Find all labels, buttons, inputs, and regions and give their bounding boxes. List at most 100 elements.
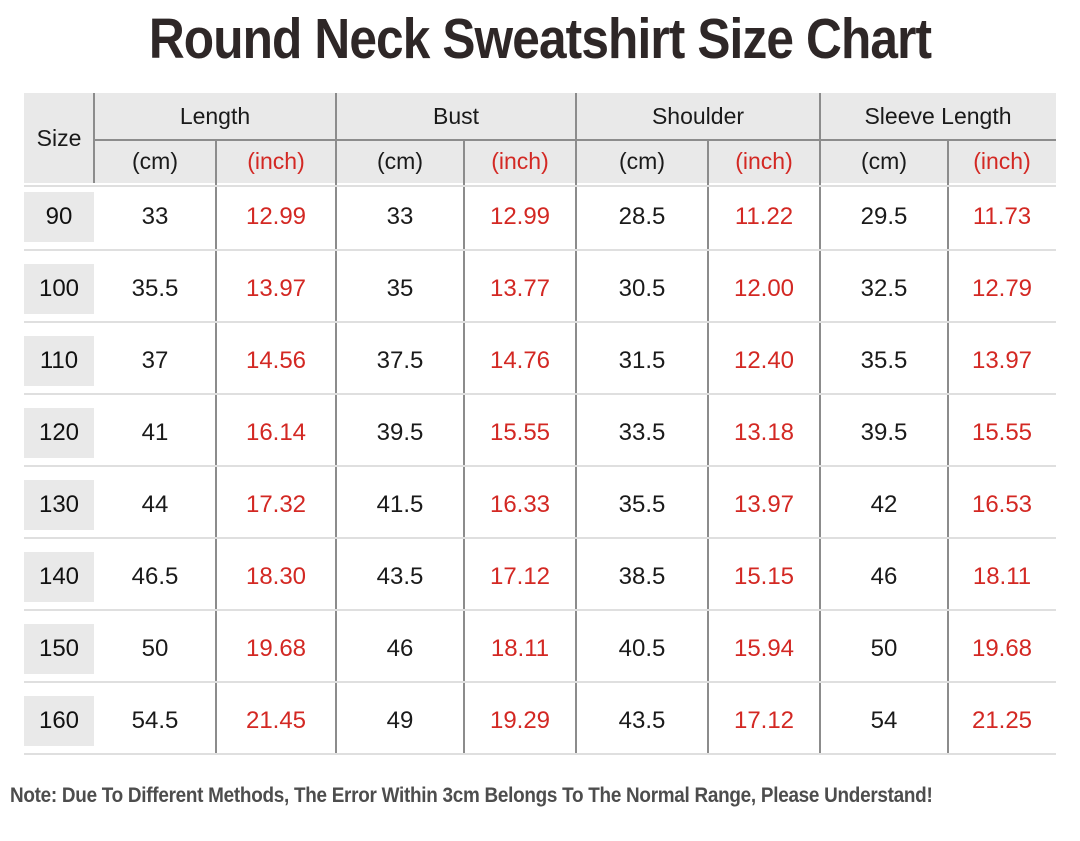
table-row: 90 33 12.99 33 12.99 28.5 11.22 29.5 11.73	[24, 192, 1056, 242]
header-unit-inch: (inch)	[708, 140, 820, 183]
inch-value-cell: 14.56	[245, 347, 307, 374]
inch-value-cell: 18.11	[972, 563, 1032, 590]
cm-value-cell: 35.5	[131, 275, 179, 302]
cm-value-cell: 32.5	[860, 275, 908, 302]
inch-value-cell: 15.55	[971, 419, 1033, 446]
cm-value-cell: 29.5	[860, 203, 908, 230]
cm-value-cell: 50	[870, 635, 898, 662]
table-row: 140 46.5 18.30 43.5 17.12 38.5 15.15 46 18.11	[24, 552, 1056, 602]
size-value-cell: 110	[24, 336, 94, 386]
grid-line-horizontal	[24, 465, 1056, 467]
inch-value-cell: 16.33	[489, 491, 551, 518]
inch-value-cell: 15.94	[733, 635, 795, 662]
cm-value-cell: 44	[141, 491, 169, 518]
inch-value-cell: 16.14	[245, 419, 307, 446]
grid-line-horizontal	[24, 609, 1056, 611]
cm-value-cell: 37.5	[376, 347, 424, 374]
inch-value-cell: 15.55	[489, 419, 551, 446]
table-row: 160 54.5 21.45 49 19.29 43.5 17.12 54 21.25	[24, 696, 1056, 746]
header-group-sleeve-length: Sleeve Length	[820, 93, 1056, 140]
inch-value-cell: 17.12	[489, 563, 551, 590]
table-row: 110 37 14.56 37.5 14.76 31.5 12.40 35.5 13.97	[24, 336, 1056, 386]
header-unit-cm: (cm)	[94, 140, 216, 183]
size-value-cell: 90	[24, 192, 94, 242]
table-row: 130 44 17.32 41.5 16.33 35.5 13.97 42 16.53	[24, 480, 1056, 530]
header-size: Size	[24, 93, 94, 183]
grid-line-vertical	[819, 93, 821, 754]
inch-value-cell: 12.00	[733, 275, 795, 302]
inch-value-cell: 18.11	[490, 635, 550, 662]
grid-line-vertical	[335, 93, 337, 754]
cm-value-cell: 41.5	[376, 491, 424, 518]
cm-value-cell: 54	[870, 707, 898, 734]
grid-line-vertical	[947, 140, 949, 754]
inch-value-cell: 21.25	[971, 707, 1033, 734]
grid-line-horizontal	[24, 753, 1056, 755]
cm-value-cell: 42	[870, 491, 898, 518]
inch-value-cell: 15.15	[733, 563, 795, 590]
inch-value-cell: 13.97	[245, 275, 307, 302]
grid-line-horizontal	[24, 393, 1056, 395]
inch-value-cell: 11.73	[972, 203, 1032, 230]
inch-value-cell: 11.22	[734, 203, 794, 230]
header-unit-inch: (inch)	[948, 140, 1056, 183]
cm-value-cell: 38.5	[618, 563, 666, 590]
cm-value-cell: 39.5	[376, 419, 424, 446]
cm-value-cell: 35.5	[860, 347, 908, 374]
cm-value-cell: 28.5	[618, 203, 666, 230]
inch-value-cell: 16.53	[971, 491, 1033, 518]
cm-value-cell: 46	[870, 563, 898, 590]
note-text: Note: Due To Different Methods, The Erro…	[10, 784, 933, 807]
size-value-cell: 140	[24, 552, 94, 602]
grid-line-horizontal	[24, 537, 1056, 539]
inch-value-cell: 17.12	[733, 707, 795, 734]
inch-value-cell: 19.68	[245, 635, 307, 662]
inch-value-cell: 18.30	[245, 563, 307, 590]
inch-value-cell: 14.76	[489, 347, 551, 374]
header-unit-inch: (inch)	[216, 140, 336, 183]
size-value-cell: 100	[24, 264, 94, 314]
header-unit-cm: (cm)	[576, 140, 708, 183]
cm-value-cell: 30.5	[618, 275, 666, 302]
inch-value-cell: 12.79	[971, 275, 1033, 302]
cm-value-cell: 35.5	[618, 491, 666, 518]
grid-line-vertical	[707, 140, 709, 754]
table-row: 150 50 19.68 46 18.11 40.5 15.94 50 19.68	[24, 624, 1056, 674]
header-unit-inch: (inch)	[464, 140, 576, 183]
cm-value-cell: 46	[386, 635, 414, 662]
grid-line-vertical	[215, 140, 217, 754]
inch-value-cell: 19.29	[489, 707, 551, 734]
header-unit-cm: (cm)	[336, 140, 464, 183]
grid-line-vertical	[575, 93, 577, 754]
cm-value-cell: 40.5	[618, 635, 666, 662]
grid-line-horizontal	[24, 249, 1056, 251]
cm-value-cell: 33	[141, 203, 169, 230]
inch-value-cell: 12.99	[245, 203, 307, 230]
inch-value-cell: 13.97	[733, 491, 795, 518]
size-value-cell: 150	[24, 624, 94, 674]
inch-value-cell: 17.32	[245, 491, 307, 518]
cm-value-cell: 41	[141, 419, 169, 446]
cm-value-cell: 54.5	[131, 707, 179, 734]
cm-value-cell: 33.5	[618, 419, 666, 446]
inch-value-cell: 12.40	[733, 347, 795, 374]
table-row: 100 35.5 13.97 35 13.77 30.5 12.00 32.5 12.79	[24, 264, 1056, 314]
header-unit-cm: (cm)	[820, 140, 948, 183]
inch-value-cell: 13.77	[489, 275, 551, 302]
inch-value-cell: 19.68	[971, 635, 1033, 662]
cm-value-cell: 50	[141, 635, 169, 662]
cm-value-cell: 31.5	[618, 347, 666, 374]
header-group-bust: Bust	[336, 93, 576, 140]
header-group-length: Length	[94, 93, 336, 140]
cm-value-cell: 43.5	[618, 707, 666, 734]
cm-value-cell: 46.5	[131, 563, 179, 590]
header-group-shoulder: Shoulder	[576, 93, 820, 140]
size-value-cell: 130	[24, 480, 94, 530]
size-value-cell: 160	[24, 696, 94, 746]
cm-value-cell: 35	[386, 275, 414, 302]
grid-line-horizontal	[24, 185, 1056, 187]
table-row: 120 41 16.14 39.5 15.55 33.5 13.18 39.5 15.55	[24, 408, 1056, 458]
grid-line-horizontal	[24, 321, 1056, 323]
grid-line-vertical	[463, 140, 465, 754]
